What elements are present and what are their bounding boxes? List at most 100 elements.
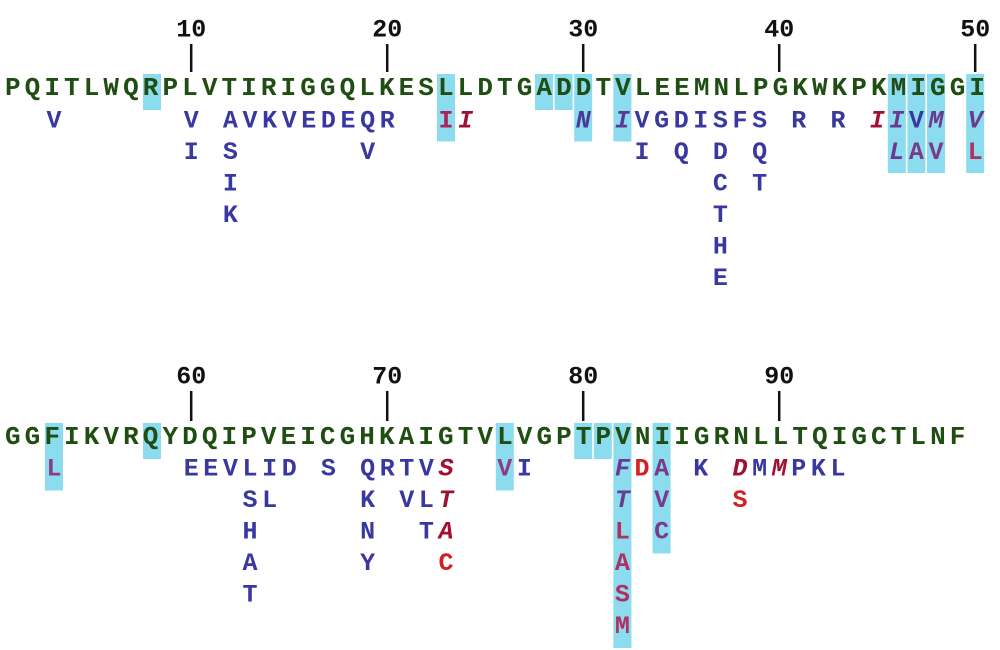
mutation: V xyxy=(634,107,649,136)
mutation: I xyxy=(438,107,453,136)
highlight xyxy=(143,74,161,110)
mutation: I xyxy=(262,455,277,484)
position-label: 70 xyxy=(372,363,402,392)
highlight xyxy=(887,74,906,173)
mutation: V xyxy=(399,486,414,515)
highlight xyxy=(907,74,926,173)
mutation: Y xyxy=(360,549,375,578)
mutation: A xyxy=(654,455,669,484)
mutation: V xyxy=(282,107,297,136)
highlight xyxy=(437,74,455,142)
position-label: 90 xyxy=(764,363,794,392)
mutation: R xyxy=(830,107,845,136)
mutation: A xyxy=(436,518,453,547)
mutation: I xyxy=(870,107,886,136)
mutation: S xyxy=(242,486,257,515)
mutation: K xyxy=(262,107,277,136)
mutation: V xyxy=(419,455,434,484)
mutation: L xyxy=(830,455,845,484)
mutation: Q xyxy=(360,455,375,484)
highlight xyxy=(45,423,63,491)
mutation: L xyxy=(968,138,983,167)
mutation: T xyxy=(242,581,257,610)
mutation: I xyxy=(693,107,708,136)
mutation: A xyxy=(242,549,257,578)
mutation: K xyxy=(811,455,826,484)
mutation: C xyxy=(713,170,728,199)
mutation: T xyxy=(615,486,632,515)
highlight xyxy=(927,74,945,173)
highlight xyxy=(143,423,161,459)
mutation: D xyxy=(321,107,336,136)
position-label: 10 xyxy=(176,16,206,45)
mutation: T xyxy=(438,486,455,515)
mutation: N xyxy=(576,107,592,136)
mutation: L xyxy=(889,138,904,167)
sequence: GGFIKVRQYDQIPVEICGHKAIGTVLVGPTPVNIIGRNLL… xyxy=(5,422,965,452)
mutation: M xyxy=(771,455,788,484)
mutation: V xyxy=(242,107,257,136)
mutation: M xyxy=(615,612,630,641)
mutation: L xyxy=(262,486,277,515)
mutation: A xyxy=(615,549,630,578)
mutation: V xyxy=(909,107,924,136)
mutation: E xyxy=(184,455,199,484)
mutation: L xyxy=(615,518,630,547)
mutation: I xyxy=(615,107,631,136)
mutation: E xyxy=(713,264,728,293)
mutation: V xyxy=(184,107,199,136)
mutation: S xyxy=(321,455,336,484)
mutation: S xyxy=(713,107,728,136)
mutation: T xyxy=(419,518,434,547)
mutation: V xyxy=(654,486,669,515)
mutation: V xyxy=(360,138,375,167)
mutation: V xyxy=(46,107,61,136)
mutation: V xyxy=(223,455,238,484)
highlight xyxy=(535,74,553,110)
mutation: D xyxy=(674,107,689,136)
highlight xyxy=(613,423,632,648)
highlight xyxy=(652,423,671,554)
mutation: L xyxy=(419,486,434,515)
mutation: M xyxy=(927,107,944,136)
mutation: G xyxy=(654,107,669,136)
mutation: E xyxy=(340,107,355,136)
mutation: K xyxy=(693,455,708,484)
mutation: N xyxy=(360,518,375,547)
mutation: I xyxy=(517,455,532,484)
mutation: F xyxy=(615,455,631,484)
mutation: T xyxy=(399,455,414,484)
highlight xyxy=(495,423,514,491)
mutation: C xyxy=(438,549,453,578)
mutation: D xyxy=(282,455,297,484)
mutation: T xyxy=(713,201,728,230)
mutation: I xyxy=(223,170,238,199)
mutation: R xyxy=(791,107,806,136)
mutation: E xyxy=(301,107,316,136)
mutation: D xyxy=(634,455,649,484)
mutation: R xyxy=(380,455,395,484)
highlight xyxy=(574,423,593,459)
mutation: S xyxy=(438,455,453,484)
mutation: V xyxy=(968,107,985,136)
mutation: A xyxy=(223,107,238,136)
position-label: 80 xyxy=(568,363,598,392)
mutation: I xyxy=(634,138,649,167)
mutation: R xyxy=(380,107,395,136)
mutation: H xyxy=(242,518,257,547)
mutation: S xyxy=(732,486,747,515)
mutation: M xyxy=(752,455,767,484)
mutation: K xyxy=(360,486,375,515)
mutation: K xyxy=(223,201,238,230)
position-label: 40 xyxy=(764,16,794,45)
mutation: T xyxy=(752,170,767,199)
mutation: V xyxy=(928,138,943,167)
mutation: D xyxy=(732,455,747,484)
position-label: 30 xyxy=(568,16,598,45)
mutation: I xyxy=(458,107,474,136)
sequence: PQITLWQRPLVTIRIGGQLKESLLDTGADDTVLEEMNLPG… xyxy=(5,73,985,103)
highlight xyxy=(554,74,573,110)
position-label: 50 xyxy=(960,16,990,45)
mutation: S xyxy=(223,138,238,167)
